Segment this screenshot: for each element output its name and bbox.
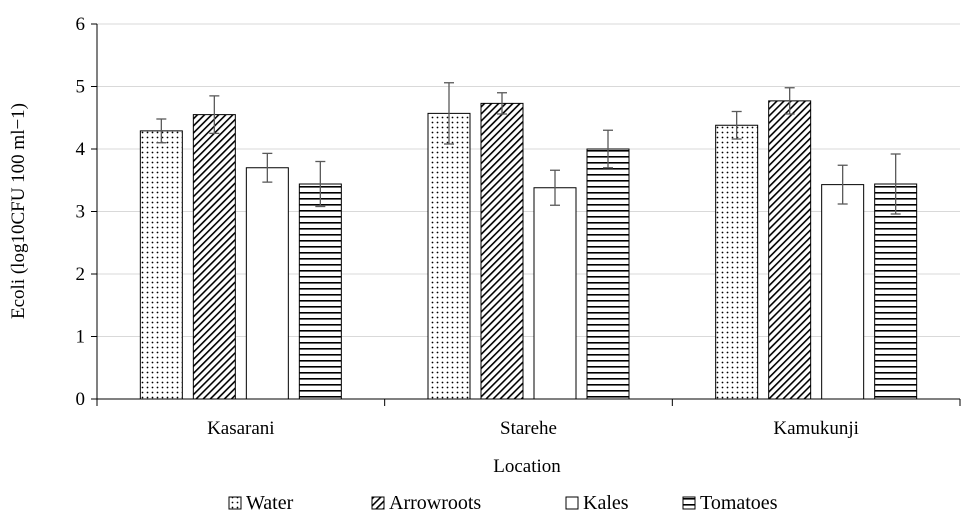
legend-swatch-kales xyxy=(565,496,579,510)
legend-label-kales: Kales xyxy=(583,492,629,514)
bar-kales-kasarani xyxy=(245,167,289,400)
error-bar-water-starehe xyxy=(444,82,454,145)
error-bar-arrowroots-kamukunji xyxy=(784,87,795,115)
bar-water-kasarani xyxy=(139,130,183,400)
error-bar-kales-kasarani xyxy=(262,152,273,183)
error-bars xyxy=(156,82,901,215)
legend: Water Arrowroots Kales Tomatoes xyxy=(228,492,778,514)
y-tick-label: 3 xyxy=(76,202,86,223)
legend-label-tomatoes: Tomatoes xyxy=(700,492,778,514)
bar-kales-starehe xyxy=(533,187,577,400)
y-axis-title: Ecoli (log10CFU 100 ml−1) xyxy=(8,103,29,319)
legend-item-water: Water xyxy=(228,492,294,514)
legend-item-kales: Kales xyxy=(565,492,629,514)
x-tick-label: Kamukunji xyxy=(773,418,859,439)
x-tick-label: Starehe xyxy=(500,418,557,439)
y-tick-label: 1 xyxy=(76,327,86,348)
error-bar-tomatoes-kamukunji xyxy=(890,153,901,215)
bar-kales-kamukunji xyxy=(821,184,865,400)
legend-item-tomatoes: Tomatoes xyxy=(682,492,778,514)
error-bar-arrowroots-kasarani xyxy=(209,95,220,135)
error-bar-kales-starehe xyxy=(550,169,560,206)
axes xyxy=(91,23,961,406)
y-tick-label: 5 xyxy=(76,77,86,98)
bar-tomatoes-kasarani xyxy=(298,183,342,400)
legend-swatch-arrowroots xyxy=(371,496,385,510)
error-bar-water-kasarani xyxy=(156,118,167,144)
bar-arrowroots-kasarani xyxy=(192,114,236,400)
legend-item-arrowroots: Arrowroots xyxy=(371,492,481,514)
legend-label-arrowroots: Arrowroots xyxy=(389,492,481,514)
bar-water-kamukunji xyxy=(715,124,759,400)
legend-swatch-water xyxy=(228,496,242,510)
y-tick-label: 6 xyxy=(76,14,86,35)
legend-swatch-tomatoes xyxy=(682,496,696,510)
y-tick-label: 4 xyxy=(76,139,86,160)
bar-tomatoes-kamukunji xyxy=(874,183,918,400)
error-bar-arrowroots-starehe xyxy=(497,92,507,115)
error-bar-water-kamukunji xyxy=(731,110,742,140)
bar-water-starehe xyxy=(427,112,471,400)
bar-tomatoes-starehe xyxy=(586,148,630,400)
legend-label-water: Water xyxy=(246,492,294,514)
y-tick-label: 2 xyxy=(76,264,86,285)
x-tick-label: Kasarani xyxy=(207,418,275,439)
x-axis-title: Location xyxy=(493,456,561,477)
error-bar-tomatoes-kasarani xyxy=(315,160,326,208)
gridlines xyxy=(97,23,960,337)
tick-labels: 0 1 2 3 4 5 6 Kasarani Starehe Kamukunji xyxy=(76,14,859,439)
error-bar-kales-kamukunji xyxy=(837,164,848,205)
y-tick-label: 0 xyxy=(76,389,86,410)
bar-arrowroots-kamukunji xyxy=(768,100,812,400)
error-bar-tomatoes-starehe xyxy=(603,129,613,169)
bar-arrowroots-starehe xyxy=(480,102,524,400)
bars xyxy=(139,100,918,400)
